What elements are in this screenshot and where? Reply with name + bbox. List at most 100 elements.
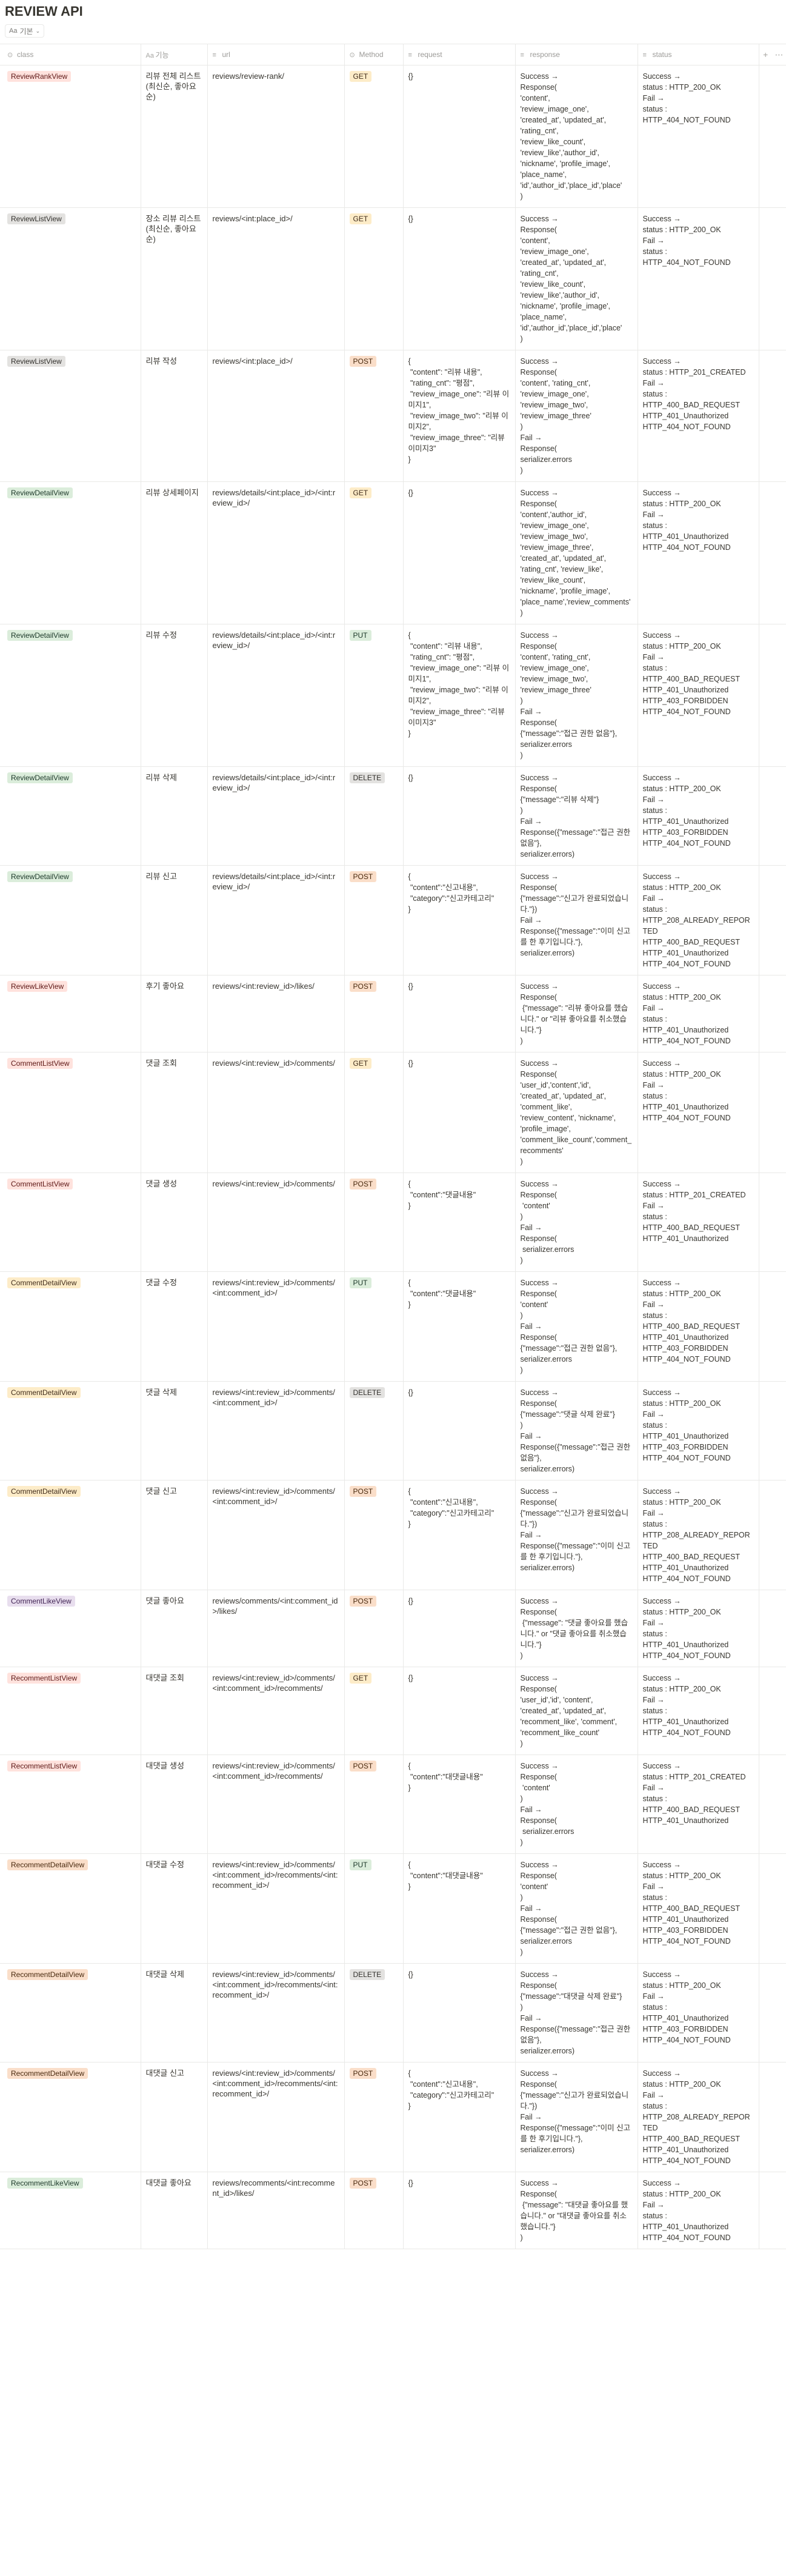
table-row[interactable]: RecommentLikeView 대댓글 좋아요 reviews/recommen… — [0, 2172, 786, 2249]
cell-request[interactable]: {} — [403, 1667, 516, 1755]
cell-status[interactable]: Success → status : HTTP_200_OK Fail → st… — [638, 2172, 759, 2249]
cell-url[interactable]: reviews/<int:review_id>/comments/<int:co… — [207, 1853, 345, 1964]
cell-class[interactable]: CommentDetailView — [0, 1271, 141, 1382]
cell-response[interactable]: Success → Response( {"message": "대댓글 좋아요… — [515, 2172, 638, 2249]
cell-method[interactable]: GET — [344, 65, 404, 208]
cell-response[interactable]: Success → Response( 'content' ) Fail → R… — [515, 1173, 638, 1272]
cell-class[interactable]: RecommentDetailView — [0, 2062, 141, 2172]
cell-response[interactable]: Success → Response( 'content', 'review_i… — [515, 207, 638, 350]
cell-function[interactable]: 대댓글 수정 — [141, 1853, 208, 1964]
column-header-function[interactable]: Aa 기능 — [141, 44, 208, 65]
cell-response[interactable]: Success → Response( 'user_id','content',… — [515, 1052, 638, 1173]
cell-response[interactable]: Success → Response( 'content' ) Fail → R… — [515, 1271, 638, 1382]
cell-request[interactable]: { "content":"댓글내용" } — [403, 1271, 516, 1382]
table-row[interactable]: ReviewRankView 리뷰 전체 리스트(최신순, 좋아요 순) revie… — [0, 65, 786, 208]
cell-class[interactable]: CommentDetailView — [0, 1480, 141, 1590]
cell-function[interactable]: 후기 좋아요 — [141, 975, 208, 1052]
cell-response[interactable]: Success → Response( {"message":"리뷰 삭제"} … — [515, 766, 638, 866]
cell-method[interactable]: POST — [344, 865, 404, 975]
cell-method[interactable]: DELETE — [344, 1963, 404, 2062]
cell-class[interactable]: CommentDetailView — [0, 1381, 141, 1480]
table-row[interactable]: CommentListView 댓글 조회 reviews/<int:review_… — [0, 1052, 786, 1173]
cell-class[interactable]: RecommentDetailView — [0, 1963, 141, 2062]
column-header-response[interactable]: ≡ response — [515, 44, 638, 65]
cell-status[interactable]: Success → status : HTTP_200_OK Fail → st… — [638, 1667, 759, 1755]
cell-status[interactable]: Success → status : HTTP_200_OK Fail → st… — [638, 1590, 759, 1667]
view-tab-default[interactable]: Aa 기본 ⌄ — [5, 24, 45, 38]
cell-request[interactable]: {} — [403, 1381, 516, 1480]
cell-method[interactable]: POST — [344, 1755, 404, 1854]
cell-method[interactable]: DELETE — [344, 1381, 404, 1480]
table-row[interactable]: RecommentDetailView 대댓글 삭제 reviews/<int:re… — [0, 1963, 786, 2062]
cell-method[interactable]: PUT — [344, 624, 404, 767]
cell-response[interactable]: Success → Response( 'user_id','id', 'con… — [515, 1667, 638, 1755]
cell-method[interactable]: PUT — [344, 1271, 404, 1382]
cell-function[interactable]: 댓글 조회 — [141, 1052, 208, 1173]
cell-function[interactable]: 리뷰 전체 리스트(최신순, 좋아요 순) — [141, 65, 208, 208]
cell-status[interactable]: Success → status : HTTP_200_OK Fail → st… — [638, 1963, 759, 2062]
column-header-status[interactable]: ≡ status — [638, 44, 759, 65]
cell-status[interactable]: Success → status : HTTP_200_OK Fail → st… — [638, 975, 759, 1052]
cell-class[interactable]: ReviewRankView — [0, 65, 141, 208]
cell-class[interactable]: CommentLikeView — [0, 1590, 141, 1667]
cell-status[interactable]: Success → status : HTTP_200_OK Fail → st… — [638, 766, 759, 866]
cell-status[interactable]: Success → status : HTTP_200_OK Fail → st… — [638, 2062, 759, 2172]
cell-status[interactable]: Success → status : HTTP_201_CREATED Fail… — [638, 1173, 759, 1272]
cell-status[interactable]: Success → status : HTTP_200_OK Fail → st… — [638, 1052, 759, 1173]
cell-function[interactable]: 대댓글 삭제 — [141, 1963, 208, 2062]
cell-request[interactable]: {} — [403, 766, 516, 866]
cell-status[interactable]: Success → status : HTTP_200_OK Fail → st… — [638, 865, 759, 975]
cell-request[interactable]: {} — [403, 2172, 516, 2249]
table-row[interactable]: ReviewListView 리뷰 작성 reviews/<int:place_id… — [0, 350, 786, 482]
cell-url[interactable]: reviews/<int:place_id>/ — [207, 350, 345, 482]
cell-request[interactable]: {} — [403, 481, 516, 624]
cell-url[interactable]: reviews/review-rank/ — [207, 65, 345, 208]
cell-function[interactable]: 댓글 삭제 — [141, 1381, 208, 1480]
cell-function[interactable]: 리뷰 삭제 — [141, 766, 208, 866]
cell-response[interactable]: Success → Response( {"message":"신고가 완료되었… — [515, 865, 638, 975]
table-row[interactable]: RecommentDetailView 대댓글 신고 reviews/<int:re… — [0, 2062, 786, 2172]
cell-method[interactable]: PUT — [344, 1853, 404, 1964]
cell-method[interactable]: DELETE — [344, 766, 404, 866]
cell-function[interactable]: 댓글 생성 — [141, 1173, 208, 1272]
cell-status[interactable]: Success → status : HTTP_200_OK Fail → st… — [638, 481, 759, 624]
cell-response[interactable]: Success → Response( 'content', 'rating_c… — [515, 624, 638, 767]
cell-status[interactable]: Success → status : HTTP_200_OK Fail → st… — [638, 1271, 759, 1382]
cell-url[interactable]: reviews/<int:review_id>/comments/<int:co… — [207, 1480, 345, 1590]
cell-request[interactable]: { "content":"대댓글내용" } — [403, 1755, 516, 1854]
column-header-method[interactable]: ⊙ Method — [344, 44, 404, 65]
cell-request[interactable]: {} — [403, 65, 516, 208]
cell-method[interactable]: POST — [344, 2172, 404, 2249]
cell-class[interactable]: ReviewDetailView — [0, 865, 141, 975]
cell-method[interactable]: POST — [344, 2062, 404, 2172]
cell-request[interactable]: {} — [403, 1963, 516, 2062]
cell-method[interactable]: POST — [344, 350, 404, 482]
table-row[interactable]: ReviewDetailView 리뷰 신고 reviews/details/<in… — [0, 865, 786, 975]
cell-response[interactable]: Success → Response( 'content','author_id… — [515, 481, 638, 624]
cell-class[interactable]: CommentListView — [0, 1173, 141, 1272]
cell-response[interactable]: Success → Response( 'content', 'review_i… — [515, 65, 638, 208]
cell-url[interactable]: reviews/details/<int:place_id>/<int:revi… — [207, 766, 345, 866]
cell-response[interactable]: Success → Response( {"message": "댓글 좋아요를… — [515, 1590, 638, 1667]
cell-response[interactable]: Success → Response( {"message":"신고가 완료되었… — [515, 2062, 638, 2172]
table-row[interactable]: RecommentListView 대댓글 조회 reviews/<int:revi… — [0, 1667, 786, 1755]
cell-class[interactable]: ReviewListView — [0, 350, 141, 482]
column-header-class[interactable]: ⊙ class — [0, 44, 141, 65]
cell-url[interactable]: reviews/<int:review_id>/comments/<int:co… — [207, 1755, 345, 1854]
cell-class[interactable]: RecommentDetailView — [0, 1853, 141, 1964]
table-row[interactable]: ReviewDetailView 리뷰 삭제 reviews/details/<in… — [0, 766, 786, 866]
cell-url[interactable]: reviews/recomments/<int:recomment_id>/li… — [207, 2172, 345, 2249]
cell-function[interactable]: 대댓글 신고 — [141, 2062, 208, 2172]
cell-status[interactable]: Success → status : HTTP_200_OK Fail → st… — [638, 207, 759, 350]
cell-function[interactable]: 댓글 신고 — [141, 1480, 208, 1590]
cell-method[interactable]: POST — [344, 1590, 404, 1667]
cell-class[interactable]: RecommentListView — [0, 1667, 141, 1755]
cell-response[interactable]: Success → Response( {"message":"대댓글 삭제 완… — [515, 1963, 638, 2062]
cell-method[interactable]: GET — [344, 1667, 404, 1755]
cell-request[interactable]: {} — [403, 1052, 516, 1173]
cell-method[interactable]: POST — [344, 1173, 404, 1272]
cell-url[interactable]: reviews/<int:review_id>/comments/<int:co… — [207, 1381, 345, 1480]
table-row[interactable]: RecommentListView 대댓글 생성 reviews/<int:revi… — [0, 1755, 786, 1854]
cell-url[interactable]: reviews/details/<int:place_id>/<int:revi… — [207, 481, 345, 624]
cell-request[interactable]: { "content":"신고내용", "category":"신고카테고리" … — [403, 865, 516, 975]
